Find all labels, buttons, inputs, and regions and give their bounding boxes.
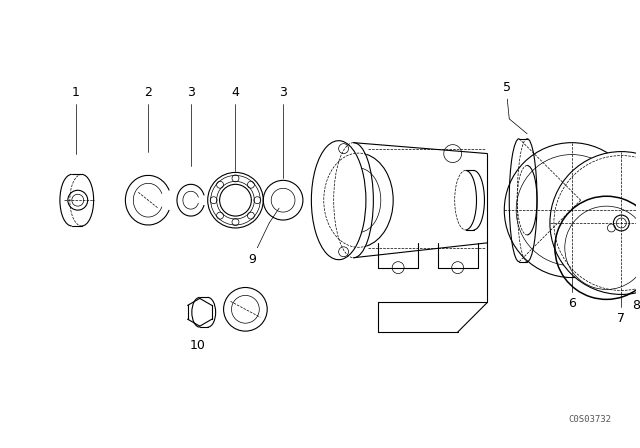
Text: 1: 1: [72, 86, 80, 99]
Text: 5: 5: [503, 81, 511, 94]
Text: 8: 8: [632, 299, 640, 312]
Circle shape: [550, 151, 640, 294]
Text: 2: 2: [144, 86, 152, 99]
Text: 10: 10: [190, 339, 205, 352]
Text: 3: 3: [187, 86, 195, 99]
Text: 3: 3: [279, 86, 287, 99]
Text: C0S03732: C0S03732: [568, 415, 611, 424]
Text: 7: 7: [618, 312, 625, 325]
Text: 6: 6: [568, 297, 575, 310]
Text: 4: 4: [232, 86, 239, 99]
Text: 9: 9: [248, 253, 256, 266]
